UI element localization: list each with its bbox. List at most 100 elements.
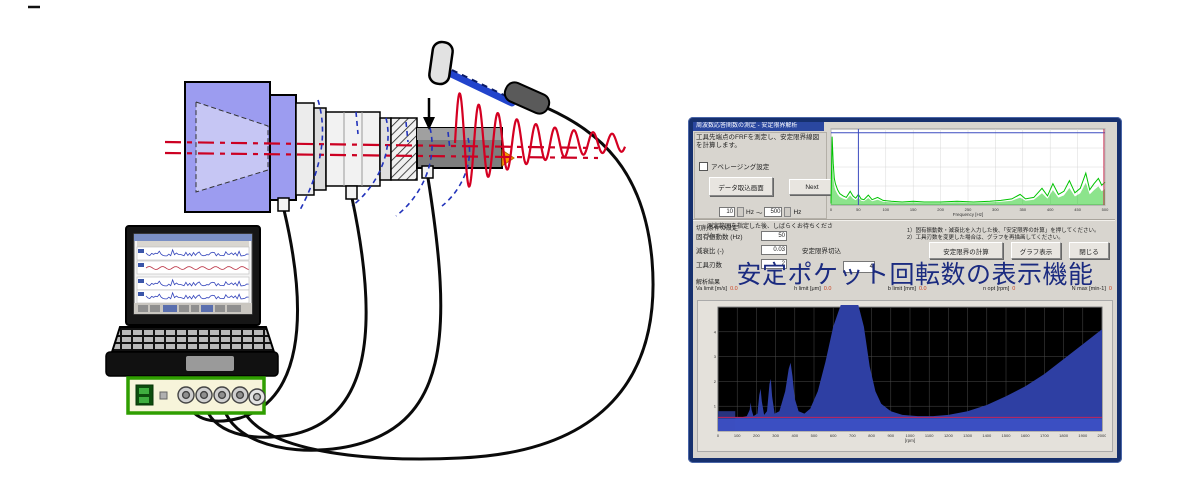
svg-text:1300: 1300 <box>963 433 973 438</box>
svg-text:1900: 1900 <box>1078 433 1088 438</box>
results-section-title: 解析結果 <box>696 280 721 286</box>
cable-holder-sensor <box>202 196 368 439</box>
svg-text:1800: 1800 <box>1059 433 1069 438</box>
result-item: h limit [μm] 0.0 <box>794 286 832 292</box>
freq-from-spinner[interactable] <box>737 207 744 217</box>
averaging-checkbox[interactable] <box>699 161 708 171</box>
svg-text:800: 800 <box>868 433 875 438</box>
svg-text:400: 400 <box>1047 207 1054 212</box>
svg-text:200: 200 <box>937 207 944 212</box>
impact-arrow-icon <box>423 98 435 130</box>
range-separator: ～ <box>755 210 763 217</box>
form-row-teeth: 工具刃数 2 <box>696 259 787 269</box>
svg-text:900: 900 <box>887 433 894 438</box>
measurement-setup-diagram <box>28 5 655 461</box>
hammer-grip <box>503 81 551 115</box>
collet-hatched <box>390 117 418 181</box>
accelerometer-holder <box>345 185 358 200</box>
sensor-cables <box>184 106 655 461</box>
cable-hammer <box>238 106 655 461</box>
svg-text:0: 0 <box>717 433 720 438</box>
svg-text:300: 300 <box>772 433 779 438</box>
window-title-bar: 周波数応答関数の測定 - 安定限界解析 <box>693 122 824 131</box>
svg-text:100: 100 <box>734 433 741 438</box>
bnc-connectors <box>177 386 266 406</box>
laptop-keyboard <box>110 326 276 353</box>
cable-spindle-sensor <box>184 208 299 423</box>
svg-text:600: 600 <box>830 433 837 438</box>
laptop-touchpad <box>186 356 234 371</box>
holder-body <box>325 111 381 187</box>
cable-tool-sensor <box>220 176 443 452</box>
svg-text:500: 500 <box>811 433 818 438</box>
svg-text:1500: 1500 <box>1002 433 1012 438</box>
daq-device <box>126 376 266 415</box>
centerlines <box>164 140 599 160</box>
vibration-wave <box>453 92 627 188</box>
freq-unit-label: Hz <box>746 208 754 216</box>
data-load-button[interactable]: データ取込画面 <box>709 177 773 196</box>
result-item: N max [min-1] 0 <box>1071 286 1112 292</box>
svg-text:3: 3 <box>714 354 717 359</box>
show-graph-button[interactable]: グラフ表示 <box>1011 242 1061 259</box>
svg-text:250: 250 <box>965 207 972 212</box>
form-row-damping: 減衰比 (-) 0.03 安定限界切込 <box>696 245 841 255</box>
holder-ring-1 <box>295 102 315 196</box>
svg-text:1700: 1700 <box>1040 433 1050 438</box>
svg-text:1200: 1200 <box>944 433 954 438</box>
analysis-software-traces <box>136 246 250 304</box>
result-item: Va limit [m/s] 0.0 <box>696 286 738 292</box>
svg-text:50: 50 <box>856 207 861 212</box>
svg-text:1: 1 <box>714 404 717 409</box>
freq-from-input[interactable]: 10 <box>719 207 735 217</box>
averaging-checkbox-label: アベレージング設定 <box>711 164 770 171</box>
svg-text:100: 100 <box>882 207 889 212</box>
action-button-row: 安定限界の計算 グラフ表示 閉じる <box>929 242 1113 259</box>
spindle-nose <box>269 94 297 201</box>
svg-text:1000: 1000 <box>906 433 916 438</box>
results-row: Va limit [m/s] 0.0 h limit [μm] 0.0 b limi… <box>696 286 1112 292</box>
section-divider <box>693 219 1115 221</box>
procedure-notes: 1）固有振動数・減衰比を入力した後、「安定限界の計算」を押してください。 2）工… <box>907 228 1113 242</box>
tooth-count-input[interactable]: 2 <box>761 259 787 269</box>
instruction-text: 工具先端点のFRFを測定し、安定限界線図を計算します。 <box>696 134 820 149</box>
svg-text:1100: 1100 <box>925 433 934 438</box>
svg-text:500: 500 <box>1102 207 1109 212</box>
frequency-range-row: 10 Hz ～ 500 Hz <box>719 207 801 217</box>
accelerometer-spindle <box>277 197 290 212</box>
svg-text:1400: 1400 <box>982 433 992 438</box>
svg-text:450: 450 <box>1074 207 1081 212</box>
limit-depth-input[interactable]: 4 <box>843 261 875 273</box>
note-line-1: 1）固有振動数・減衰比を入力した後、「安定限界の計算」を押してください。 <box>907 228 1100 234</box>
spindle-assembly <box>184 81 515 213</box>
svg-text:2: 2 <box>714 379 717 384</box>
form-section-title: 切削条件の設定 <box>696 226 739 232</box>
damping-ratio-input[interactable]: 0.03 <box>761 245 787 255</box>
calc-stability-button[interactable]: 安定限界の計算 <box>929 242 1003 259</box>
svg-text:200: 200 <box>753 433 760 438</box>
holder-collar <box>379 117 392 181</box>
feature-caption: 安定ポケット回転数の表示機能 <box>736 260 1094 289</box>
natural-frequency-input[interactable]: 50 <box>761 231 787 241</box>
svg-text:4: 4 <box>714 329 717 334</box>
svg-text:[rpm]: [rpm] <box>905 438 915 443</box>
mode-shape-curves <box>299 99 471 217</box>
limit-depth-label: 安定限界切込 <box>802 248 841 255</box>
freq-unit-label-2: Hz <box>793 208 802 216</box>
freq-to-spinner[interactable] <box>784 207 792 217</box>
result-item: n opt [rpm] 0 <box>982 286 1016 292</box>
averaging-checkbox-row: アベレージング設定 <box>699 161 769 171</box>
close-button[interactable]: 閉じる <box>1069 242 1109 259</box>
frf-spectrum-chart: 0 50 100 150 200 250 300 350 400 450 500 Frequency … <box>827 127 1109 217</box>
svg-text:350: 350 <box>1019 207 1026 212</box>
laptop <box>105 225 279 377</box>
svg-text:2000: 2000 <box>1098 433 1106 438</box>
window-content: 周波数応答関数の測定 - 安定限界解析 工具先端点のFRFを測定し、安定限界線図… <box>693 122 1117 458</box>
svg-text:400: 400 <box>791 433 798 438</box>
freq-to-input[interactable]: 500 <box>764 207 783 217</box>
holder-ring-2 <box>313 107 327 191</box>
measurement-groupbox <box>694 132 827 219</box>
form-row-frequency: 固有振動数 (Hz) 50 <box>696 231 787 241</box>
result-item: b limit [mm] 0.0 <box>887 286 927 292</box>
